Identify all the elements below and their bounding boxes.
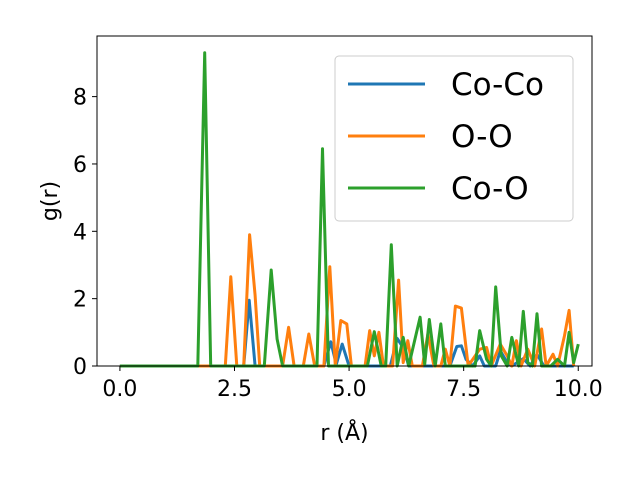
x-axis-label: r (Å) <box>320 419 368 446</box>
y-tick-label: 8 <box>73 86 87 111</box>
legend-label-o-o: O-O <box>451 119 513 155</box>
y-tick-label: 6 <box>73 153 87 178</box>
series-line-o-o <box>119 233 576 368</box>
x-tick-label: 0.0 <box>102 377 137 402</box>
legend-box <box>334 55 574 222</box>
legend: Co-Co O-O Co-O <box>334 55 574 222</box>
y-tick-label: 0 <box>73 355 87 380</box>
axes-frame <box>96 35 593 367</box>
legend-label-co-o: Co-O <box>451 171 529 207</box>
y-axis-ticks: 0 2 4 6 8 <box>73 86 97 380</box>
x-tick-label: 10.0 <box>554 377 603 402</box>
x-tick-label: 5.0 <box>332 377 367 402</box>
y-tick-label: 2 <box>73 288 87 313</box>
x-axis-ticks: 0.0 2.5 5.0 7.5 10.0 <box>102 366 603 402</box>
x-tick-label: 2.5 <box>217 377 252 402</box>
x-tick-label: 7.5 <box>446 377 481 402</box>
y-axis-label: g(r) <box>38 181 63 221</box>
y-tick-label: 4 <box>73 220 87 245</box>
legend-label-co-co: Co-Co <box>451 67 544 103</box>
